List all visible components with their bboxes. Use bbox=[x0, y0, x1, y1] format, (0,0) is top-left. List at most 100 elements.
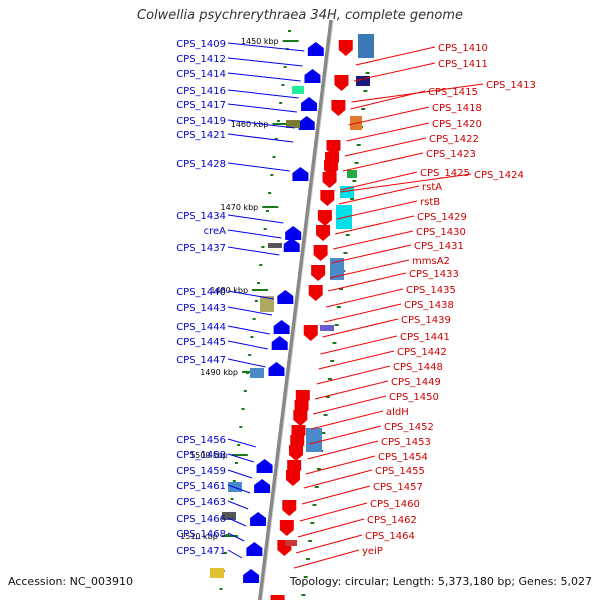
gene-label-right: CPS_1411 bbox=[438, 59, 488, 70]
gene-label-right: CPS_1464 bbox=[365, 531, 415, 542]
backbone-layer bbox=[258, 19, 334, 600]
leader-line-right bbox=[299, 502, 368, 522]
genome-title: Colwellia psychrerythraea 34H, complete … bbox=[137, 8, 463, 23]
forward-gene-arrow bbox=[283, 238, 300, 252]
tick-mark bbox=[279, 102, 283, 104]
tick-mark bbox=[243, 390, 247, 392]
tick-mark bbox=[252, 318, 256, 320]
tick-mark bbox=[257, 282, 261, 284]
leader-line-right bbox=[331, 244, 412, 264]
gene-label-left: CPS_1440 bbox=[176, 287, 226, 298]
scale-tick-label: 1450 kbp bbox=[241, 37, 279, 46]
forward-gene-arrow bbox=[277, 290, 294, 304]
leader-line-left bbox=[227, 229, 282, 239]
genome-backbone bbox=[258, 19, 334, 600]
tick-mark bbox=[272, 156, 276, 158]
scale-tick-label: 1500 kbp bbox=[190, 451, 228, 460]
gene-label-left: CPS_1468 bbox=[176, 529, 226, 540]
tick-mark bbox=[248, 354, 252, 356]
reverse-gene-arrow bbox=[331, 100, 346, 116]
leader-line-left bbox=[227, 549, 243, 559]
gene-label-right: CPS_1439 bbox=[401, 315, 451, 326]
accession-text: Accession: NC_003910 bbox=[8, 575, 134, 588]
leader-line-left bbox=[227, 57, 303, 67]
leader-line-left bbox=[227, 133, 294, 143]
tick-mark bbox=[350, 198, 355, 200]
tick-layer: 1450 kbp 1460 kbp 1470 kbp 1480 kbp 1490 kbp… bbox=[180, 30, 374, 596]
leader-line-right bbox=[303, 469, 373, 489]
tick-mark bbox=[237, 444, 241, 446]
leader-line-right bbox=[305, 455, 376, 475]
gene-label-right: CPS_1429 bbox=[417, 212, 467, 223]
tick-mark bbox=[363, 90, 368, 92]
reverse-gene-arrow bbox=[320, 190, 335, 206]
tick-mark bbox=[334, 324, 339, 326]
tick-mark bbox=[361, 108, 366, 110]
gene-box bbox=[292, 86, 304, 94]
reverse-gene-arrow bbox=[303, 325, 318, 341]
gene-label-left: CPS_1417 bbox=[176, 100, 226, 111]
tick-mark bbox=[283, 66, 287, 68]
tick-mark bbox=[265, 210, 269, 212]
gene-label-left: CPS_1459 bbox=[176, 466, 226, 477]
tick-mark bbox=[345, 234, 350, 236]
leader-line-right bbox=[318, 350, 395, 370]
tick-mark bbox=[352, 180, 357, 182]
gene-label-left: CPS_1443 bbox=[176, 303, 226, 314]
tick-mark bbox=[332, 342, 337, 344]
leader-line-right bbox=[297, 518, 365, 538]
gene-box bbox=[210, 568, 224, 578]
tick-mark bbox=[270, 174, 274, 176]
gene-box bbox=[356, 76, 370, 86]
gene-box bbox=[330, 258, 344, 280]
gene-label-left: CPS_1409 bbox=[176, 39, 226, 50]
gene-label-right: mmsA2 bbox=[412, 256, 450, 267]
leader-line-right bbox=[348, 106, 430, 126]
leader-line-left bbox=[227, 500, 249, 510]
gene-label-left: CPS_1412 bbox=[176, 54, 226, 65]
reverse-gene-arrow bbox=[316, 225, 331, 241]
forward-gene-arrow bbox=[256, 459, 273, 473]
leader-line-right bbox=[329, 259, 410, 279]
tick-mark bbox=[281, 84, 285, 86]
gene-label-right: rstB bbox=[420, 197, 440, 208]
leader-layer bbox=[227, 42, 484, 569]
reverse-gene-arrow bbox=[313, 245, 328, 261]
leader-line-left bbox=[227, 325, 270, 335]
leader-line-right bbox=[344, 137, 427, 157]
gene-label-left: CPS_1471 bbox=[176, 546, 226, 557]
gene-box bbox=[285, 540, 297, 546]
gene-label-left: creA bbox=[204, 226, 227, 237]
gene-label-left: CPS_1461 bbox=[176, 481, 226, 492]
scale-tick-label: 1460 kbp bbox=[231, 120, 269, 129]
gene-label-left: CPS_1466 bbox=[176, 514, 226, 525]
tick-mark bbox=[254, 300, 258, 302]
scale-tick-label: 1470 kbp bbox=[221, 203, 259, 212]
tick-mark bbox=[316, 468, 321, 470]
gene-label-left: CPS_1463 bbox=[176, 497, 226, 508]
forward-gene-arrow bbox=[301, 97, 318, 111]
leader-line-right bbox=[294, 549, 360, 569]
gene-label-right: CPS_1455 bbox=[375, 466, 425, 477]
gene-layer bbox=[210, 34, 374, 600]
gene-label-right: CPS_1462 bbox=[367, 515, 417, 526]
gene-box bbox=[286, 120, 300, 128]
gene-label-right: CPS_1420 bbox=[432, 119, 482, 130]
tick-mark bbox=[325, 396, 330, 398]
genome-backbone-highlight bbox=[261, 19, 334, 600]
leader-line-left bbox=[227, 162, 290, 172]
reverse-gene-arrow bbox=[322, 172, 337, 188]
gene-label-right: CPS_1452 bbox=[384, 422, 434, 433]
gene-label-right: aldH bbox=[386, 407, 409, 418]
gene-box bbox=[222, 512, 236, 520]
leader-line-left bbox=[227, 358, 266, 368]
leader-line-right bbox=[316, 365, 391, 385]
leader-line-right bbox=[320, 335, 398, 355]
tick-mark bbox=[288, 30, 291, 32]
tick-mark bbox=[328, 378, 332, 380]
forward-gene-arrow bbox=[243, 569, 260, 583]
leader-line-left bbox=[227, 290, 275, 300]
gene-label-right: yeiP bbox=[362, 546, 383, 557]
reverse-gene-arrow bbox=[279, 520, 294, 536]
leader-line-right bbox=[340, 173, 472, 193]
